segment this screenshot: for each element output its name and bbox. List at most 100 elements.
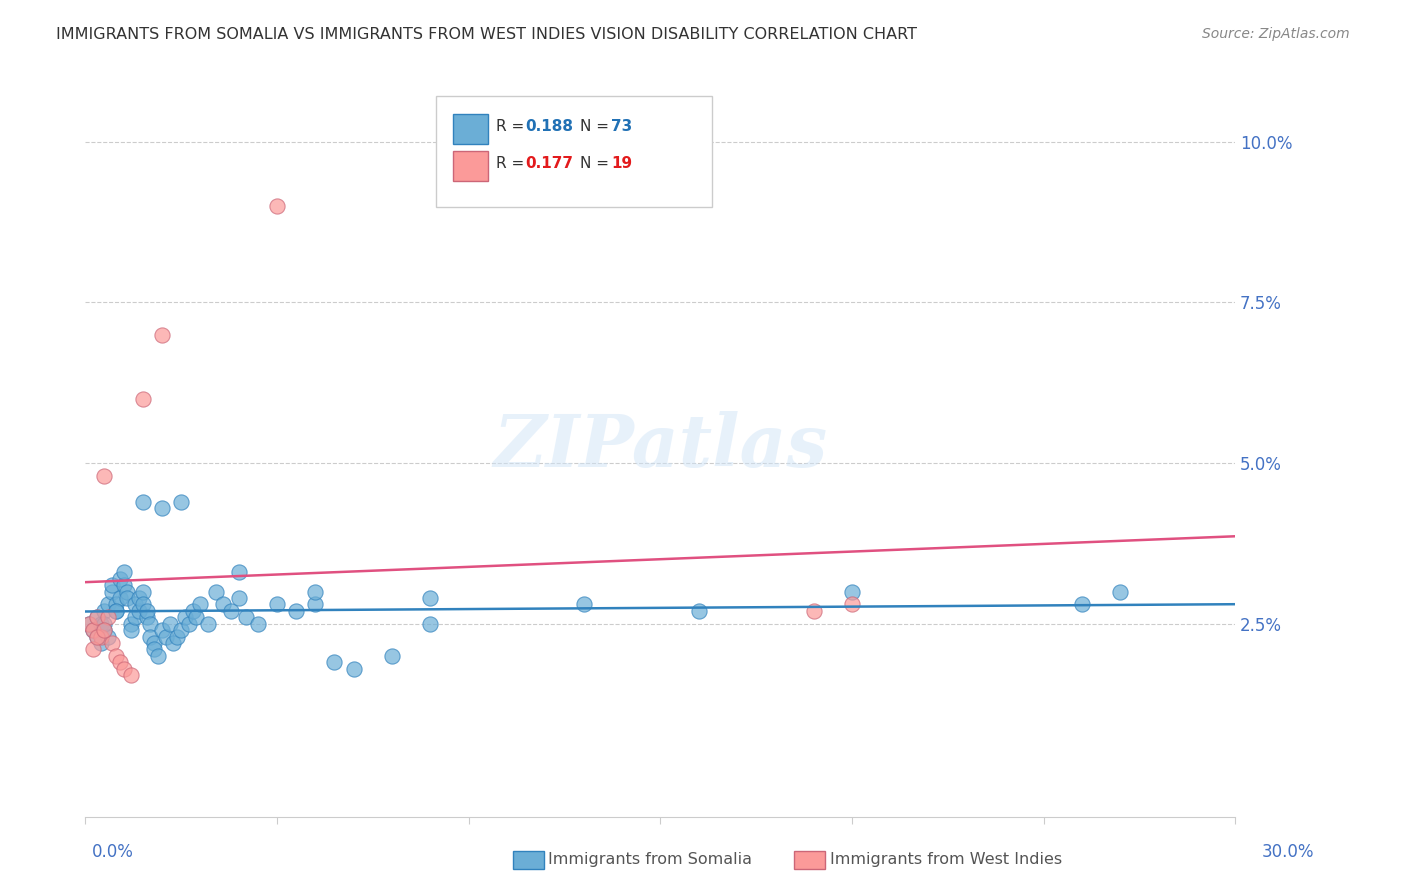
- Point: [82, 623, 104, 637]
- Text: R =: R =: [496, 120, 529, 135]
- Point: [285, 604, 308, 618]
- Point: [108, 655, 131, 669]
- Text: 0.0%: 0.0%: [91, 843, 134, 861]
- Point: [135, 604, 157, 618]
- Point: [90, 636, 112, 650]
- Point: [162, 636, 184, 650]
- Point: [304, 584, 326, 599]
- Point: [841, 584, 863, 599]
- Point: [120, 616, 142, 631]
- Point: [112, 566, 135, 580]
- Point: [219, 604, 242, 618]
- Point: [143, 642, 166, 657]
- Point: [132, 392, 155, 406]
- Point: [97, 630, 120, 644]
- Point: [132, 598, 155, 612]
- Point: [90, 616, 112, 631]
- Text: Immigrants from Somalia: Immigrants from Somalia: [548, 853, 752, 867]
- Point: [108, 591, 131, 605]
- Point: [688, 604, 710, 618]
- FancyBboxPatch shape: [453, 114, 488, 144]
- Point: [170, 623, 193, 637]
- Text: R =: R =: [496, 156, 529, 171]
- Text: 73: 73: [610, 120, 633, 135]
- Point: [166, 630, 188, 644]
- Point: [246, 616, 269, 631]
- Point: [117, 591, 139, 605]
- Text: Source: ZipAtlas.com: Source: ZipAtlas.com: [1202, 27, 1350, 41]
- Point: [104, 604, 127, 618]
- Point: [132, 494, 155, 508]
- Point: [266, 199, 288, 213]
- Point: [177, 616, 200, 631]
- Point: [146, 648, 169, 663]
- Point: [197, 616, 219, 631]
- Text: ZIPatlas: ZIPatlas: [494, 411, 827, 483]
- Point: [419, 616, 441, 631]
- Point: [93, 616, 115, 631]
- Point: [135, 610, 157, 624]
- Point: [228, 591, 250, 605]
- Point: [419, 591, 441, 605]
- Point: [181, 604, 204, 618]
- FancyBboxPatch shape: [453, 152, 488, 181]
- Point: [170, 494, 193, 508]
- Point: [104, 598, 127, 612]
- Point: [139, 616, 162, 631]
- Point: [343, 662, 366, 676]
- Point: [150, 501, 173, 516]
- Point: [323, 655, 346, 669]
- FancyBboxPatch shape: [436, 96, 711, 207]
- Point: [77, 616, 100, 631]
- Point: [150, 327, 173, 342]
- Text: N =: N =: [579, 156, 613, 171]
- Point: [86, 610, 108, 624]
- Point: [228, 566, 250, 580]
- Point: [128, 591, 150, 605]
- Point: [1109, 584, 1132, 599]
- Point: [101, 578, 124, 592]
- Point: [93, 604, 115, 618]
- Point: [139, 630, 162, 644]
- Point: [86, 610, 108, 624]
- Point: [93, 623, 115, 637]
- Point: [86, 630, 108, 644]
- Text: Immigrants from West Indies: Immigrants from West Indies: [830, 853, 1062, 867]
- Text: 0.188: 0.188: [526, 120, 574, 135]
- Point: [132, 584, 155, 599]
- Point: [86, 630, 108, 644]
- Text: 0.177: 0.177: [526, 156, 574, 171]
- Point: [101, 584, 124, 599]
- Point: [304, 598, 326, 612]
- Text: IMMIGRANTS FROM SOMALIA VS IMMIGRANTS FROM WEST INDIES VISION DISABILITY CORRELA: IMMIGRANTS FROM SOMALIA VS IMMIGRANTS FR…: [56, 27, 917, 42]
- Point: [104, 604, 127, 618]
- Point: [803, 604, 825, 618]
- Point: [97, 610, 120, 624]
- Point: [112, 578, 135, 592]
- Point: [112, 662, 135, 676]
- Text: 19: 19: [610, 156, 631, 171]
- Point: [266, 598, 288, 612]
- Point: [572, 598, 595, 612]
- Point: [117, 584, 139, 599]
- Point: [93, 469, 115, 483]
- Point: [143, 636, 166, 650]
- Point: [155, 630, 177, 644]
- Point: [101, 636, 124, 650]
- Point: [381, 648, 404, 663]
- Point: [150, 623, 173, 637]
- Point: [841, 598, 863, 612]
- Point: [90, 630, 112, 644]
- Text: N =: N =: [579, 120, 613, 135]
- Point: [97, 598, 120, 612]
- Point: [77, 616, 100, 631]
- Point: [204, 584, 226, 599]
- Point: [174, 610, 197, 624]
- Point: [82, 642, 104, 657]
- Point: [235, 610, 257, 624]
- Text: 30.0%: 30.0%: [1263, 843, 1315, 861]
- Point: [104, 648, 127, 663]
- Point: [159, 616, 181, 631]
- Point: [186, 610, 208, 624]
- Point: [1070, 598, 1092, 612]
